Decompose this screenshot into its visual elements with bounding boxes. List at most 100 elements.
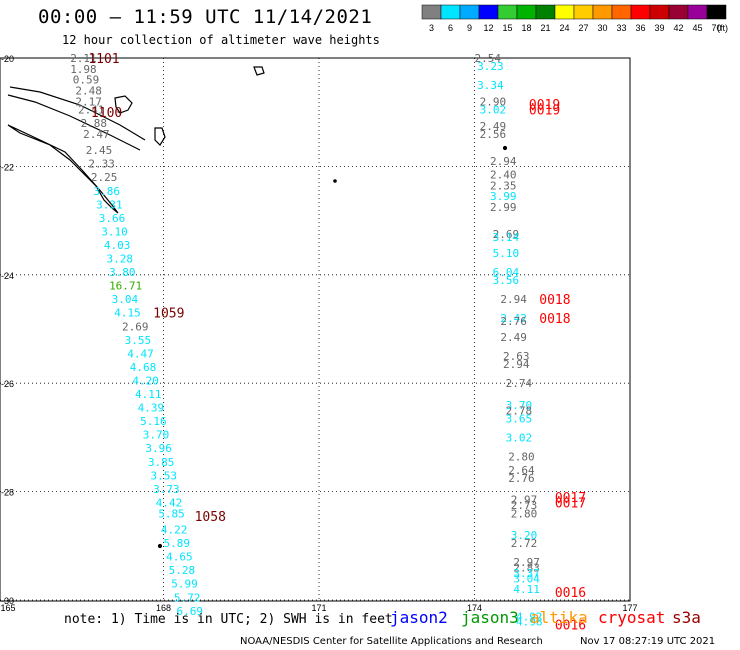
colorbar-label: 36 [635, 23, 645, 33]
wave-height-value: 2.47 [83, 128, 110, 141]
wave-height-value: 2.74 [506, 377, 533, 390]
wave-height-value: 3.02 [480, 103, 507, 116]
pass-time-label: 0019 [529, 98, 560, 113]
y-tick-label: -28 [1, 488, 14, 498]
colorbar-label: 15 [502, 23, 512, 33]
wave-height-value: 2.73 [511, 499, 538, 512]
wave-height-value: 2.49 [480, 120, 507, 133]
chart-subtitle: 12 hour collection of altimeter wave hei… [62, 33, 380, 47]
pass-time-label: 1059 [153, 307, 184, 322]
wave-height-value: 2.76 [500, 315, 526, 328]
wave-height-value: 3.86 [94, 185, 121, 198]
wave-height-value: 16.71 [109, 280, 142, 293]
wave-height-value: 4.22 [161, 524, 188, 537]
plot-frame [0, 57, 631, 602]
wave-height-value: 3.73 [153, 483, 180, 496]
wave-height-value: 5.10 [493, 247, 520, 260]
wave-height-value: 4.11 [513, 583, 540, 596]
wave-height-value: 3.66 [99, 212, 126, 225]
colorbar-label: 33 [616, 23, 626, 33]
x-tick-label: 177 [622, 603, 637, 613]
wave-height-value: 2.33 [88, 158, 115, 171]
wave-height-value: 4.65 [166, 551, 193, 564]
wave-height-value: 6.04 [493, 266, 520, 279]
y-tick-label: -26 [1, 379, 14, 389]
wave-height-value: 4.15 [114, 307, 141, 320]
wave-height-value: 4.92 [516, 610, 543, 623]
pass-time-label: 1101 [88, 52, 119, 67]
wave-height-value: 3.04 [513, 572, 540, 585]
wave-height-value: 2.35 [490, 179, 517, 192]
wave-height-value: 2.42 [500, 312, 526, 325]
wave-height-value: 2.94 [490, 155, 517, 168]
wave-height-value: 4.47 [127, 347, 154, 360]
colorbar-label: 21 [540, 23, 550, 33]
colorbar-label: 39 [654, 23, 664, 33]
wave-height-value: 4.39 [138, 402, 165, 415]
grid-lines [0, 57, 631, 601]
wave-height-value: 0.59 [73, 74, 100, 87]
wave-height-value: 2.72 [511, 537, 538, 550]
wave-height-value: 2.56 [480, 128, 507, 141]
wave-height-value: 4.03 [104, 239, 130, 252]
wave-height-value: 3.31 [96, 198, 123, 211]
wave-height-value: 2.76 [508, 472, 534, 485]
wave-height-value: 2.97 [511, 494, 538, 507]
wave-height-value: 2.25 [91, 171, 118, 184]
colorbar-label: 27 [578, 23, 588, 33]
footer-timestamp: Nov 17 08:27:19 UTC 2021 [580, 636, 716, 647]
wave-height-value: 5.89 [164, 537, 191, 550]
wave-height-value: 2.83 [513, 561, 540, 574]
wave-height-value: 3.02 [506, 431, 532, 444]
wave-height-value: 3.20 [511, 529, 538, 542]
wave-height-value: 2.41 [78, 103, 105, 116]
coastline-map [7, 66, 508, 549]
wave-height-value: 3.14 [493, 231, 520, 244]
pass-time-label: 0017 [555, 491, 586, 506]
wave-height-value: 2.49 [500, 331, 526, 344]
wave-height-value: 3.53 [151, 469, 178, 482]
pass-time-label: 0016 [555, 586, 586, 601]
x-tick-label: 174 [467, 603, 482, 613]
wave-height-value: 2.94 [500, 293, 527, 306]
wave-height-value: 4.42 [156, 496, 183, 509]
colorbar-label: 45 [692, 23, 702, 33]
wave-height-value: 3.23 [477, 60, 504, 73]
wave-height-value: 3.56 [493, 274, 520, 287]
wave-height-value: 2.54 [475, 52, 502, 65]
legend-jason2: jason2 [390, 608, 448, 627]
wave-height-value: 2.40 [490, 169, 517, 182]
wave-height-value: 5.28 [169, 564, 196, 577]
pass-time-label: 0019 [529, 103, 560, 118]
wave-height-value: 5.72 [174, 591, 201, 604]
wave-height-value: 2.45 [86, 144, 113, 157]
wave-height-value: 6.69 [176, 605, 203, 618]
colorbar-unit: (ft) [717, 23, 728, 33]
wave-height-value: 3.37 [513, 567, 540, 580]
wave-height-value: 4.11 [135, 388, 162, 401]
colorbar-label: 42 [673, 23, 683, 33]
legend-s3a: s3a [672, 608, 701, 627]
note-text: note: 1) Time is in UTC; 2) SWH is in fe… [64, 612, 393, 627]
wave-height-value: 2.64 [508, 464, 535, 477]
wave-height-value: 3.99 [490, 190, 517, 203]
wave-height-value: 2.90 [480, 95, 507, 108]
wave-height-value: 3.96 [145, 442, 172, 455]
y-tick-label: -30 [1, 596, 14, 606]
legend-altika: altika [530, 608, 588, 627]
wave-height-value: 4.20 [132, 374, 159, 387]
colorbar-swatch [706, 4, 727, 20]
wave-height-value: 2.69 [122, 320, 148, 333]
x-tick-label: 165 [0, 603, 15, 613]
pass-time-label: 1100 [91, 106, 122, 121]
wave-height-value: 2.63 [503, 350, 529, 363]
x-tick-label: 171 [311, 603, 326, 613]
colorbar-label: 70 [711, 23, 721, 33]
wave-height-value: 5.99 [171, 578, 198, 591]
wave-height-value: 2.99 [490, 201, 517, 214]
y-tick-labels: -20 -22 -24 -26 -28 -30 [1, 54, 14, 606]
wave-height-value: 2.11 [70, 52, 97, 65]
wave-height-value: 3.55 [125, 334, 152, 347]
wave-height-value: 2.88 [81, 117, 108, 130]
wave-height-value: 3.65 [506, 412, 532, 425]
